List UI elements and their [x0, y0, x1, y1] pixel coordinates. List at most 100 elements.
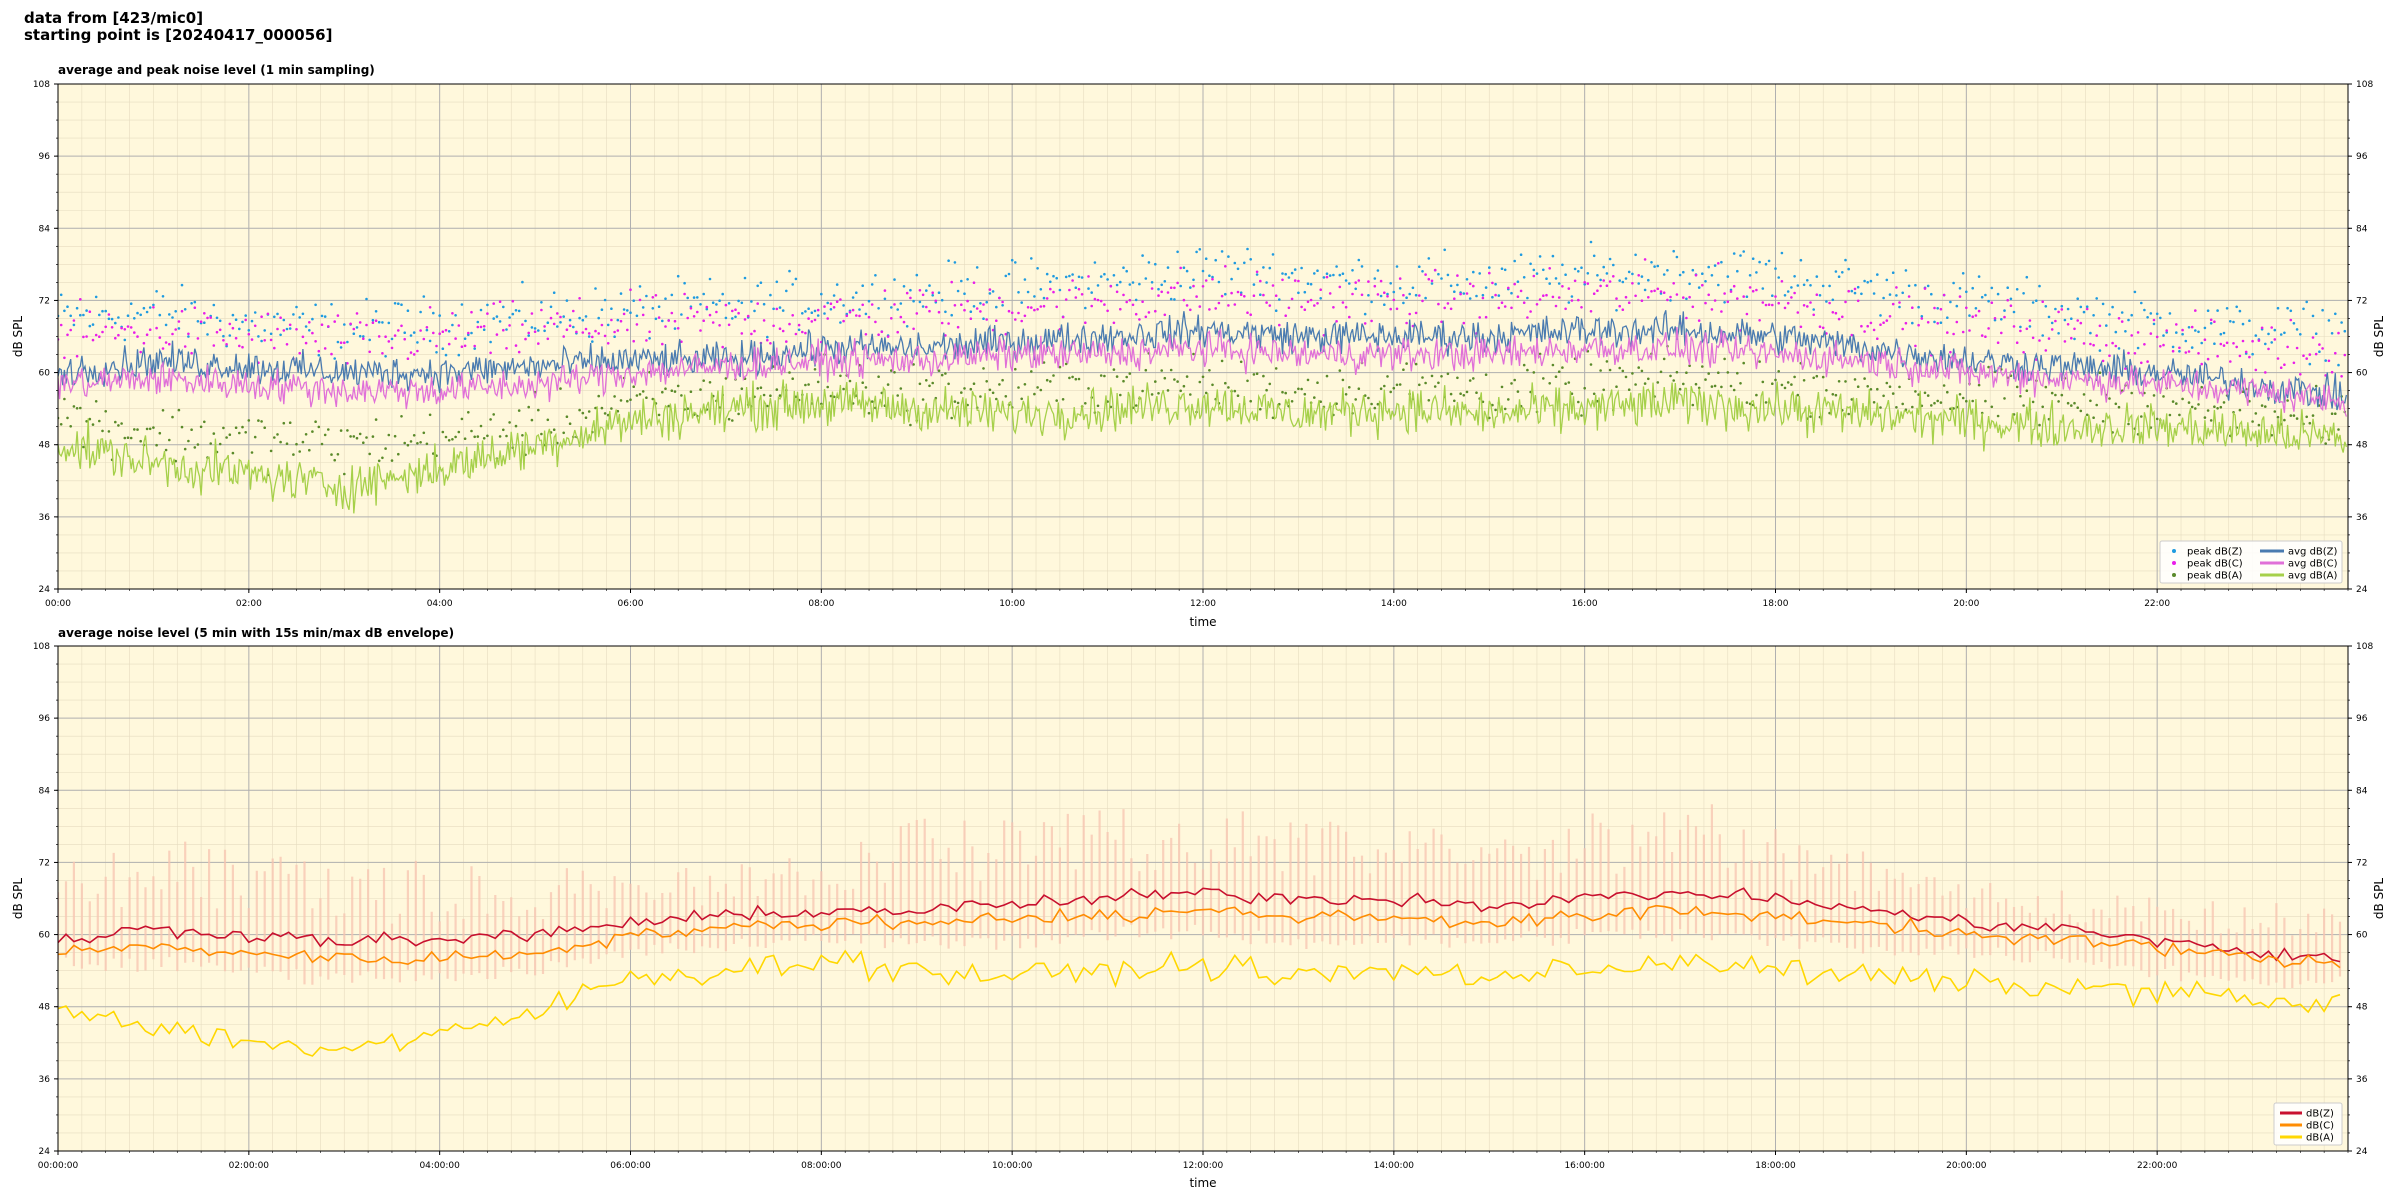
data-point [1697, 286, 1701, 289]
data-point [715, 310, 718, 314]
data-point [142, 341, 146, 345]
data-point [886, 383, 890, 386]
data-point [1373, 277, 1377, 280]
data-point [2111, 305, 2114, 309]
y-tick-label-right: 72 [2356, 296, 2367, 306]
data-point [91, 423, 95, 426]
data-point [2337, 331, 2340, 335]
data-point [1208, 274, 1211, 278]
data-point [59, 423, 63, 426]
data-point [603, 334, 607, 338]
data-point [1965, 399, 1968, 403]
data-point [1138, 318, 1141, 321]
data-point [2311, 414, 2315, 417]
data-point [1675, 370, 1679, 374]
data-point [1853, 378, 1857, 381]
data-point [788, 269, 791, 273]
data-point [2063, 340, 2067, 343]
data-point [1383, 291, 1386, 295]
data-point [1755, 393, 1758, 397]
data-point [2257, 423, 2261, 427]
data-point [505, 347, 508, 350]
data-point [183, 447, 187, 451]
data-point [1691, 305, 1695, 309]
data-point [1220, 294, 1224, 298]
data-point [489, 340, 492, 344]
data-point [527, 331, 530, 335]
data-point [2279, 366, 2283, 370]
data-point [218, 442, 222, 446]
data-point [1418, 294, 1421, 297]
data-point [746, 314, 750, 318]
data-point [1627, 270, 1631, 274]
data-point [1675, 293, 1679, 296]
data-point [1637, 274, 1640, 277]
data-point [1147, 311, 1151, 314]
data-point [1325, 272, 1329, 276]
data-point [950, 313, 953, 317]
data-point [2334, 312, 2337, 316]
data-point [381, 321, 384, 324]
data-point [1806, 279, 1809, 282]
data-point [1182, 298, 1186, 302]
data-point [1185, 269, 1189, 273]
data-point [1952, 332, 1955, 336]
data-point [657, 305, 661, 309]
data-point [874, 274, 877, 277]
data-point [1707, 265, 1710, 269]
data-point [562, 431, 565, 435]
data-point [2289, 414, 2293, 417]
data-point [1437, 381, 1440, 385]
data-point [2206, 309, 2210, 313]
data-point [2283, 418, 2286, 422]
series-peak-db-z- [58, 240, 2347, 367]
data-point [425, 328, 429, 332]
data-point [180, 425, 184, 429]
data-point [896, 308, 899, 311]
data-point [1131, 281, 1135, 284]
data-point [2308, 353, 2312, 356]
data-point [1745, 401, 1749, 404]
data-point [438, 332, 442, 336]
data-point [1844, 258, 1847, 262]
data-point [966, 278, 969, 281]
data-point [1449, 284, 1453, 288]
data-point [797, 328, 801, 332]
data-point [2225, 307, 2229, 310]
data-point [2251, 420, 2254, 423]
data-point [870, 400, 874, 403]
data-point [2120, 311, 2124, 314]
data-point [206, 316, 209, 320]
data-point [1150, 287, 1154, 290]
data-point [1430, 279, 1434, 283]
data-point [543, 329, 546, 333]
data-point [1685, 297, 1688, 301]
data-point [136, 428, 139, 431]
data-point [2050, 321, 2054, 325]
data-point [1389, 282, 1392, 285]
x-tick-label: 02:00:00 [229, 1161, 270, 1171]
data-point [2079, 321, 2083, 325]
data-point [2149, 332, 2153, 335]
data-point [444, 353, 448, 357]
data-point [1701, 283, 1704, 287]
data-point [2070, 404, 2073, 407]
data-point [1074, 286, 1078, 290]
data-point [1621, 308, 1625, 312]
data-point [1780, 280, 1784, 283]
data-point [2111, 341, 2114, 345]
data-point [1682, 270, 1685, 274]
data-point [1926, 284, 1930, 288]
data-point [2127, 318, 2130, 322]
x-axis-label: time [1189, 1176, 1216, 1190]
data-point [1147, 261, 1151, 264]
data-point [110, 326, 114, 329]
data-point [451, 438, 454, 441]
data-point [1421, 270, 1424, 273]
data-point [1338, 369, 1342, 372]
data-point [1720, 260, 1723, 264]
data-point [1882, 394, 1885, 398]
data-source-label: data from [423/mic0] [24, 9, 204, 27]
data-point [1478, 316, 1481, 319]
data-point [1112, 368, 1116, 371]
